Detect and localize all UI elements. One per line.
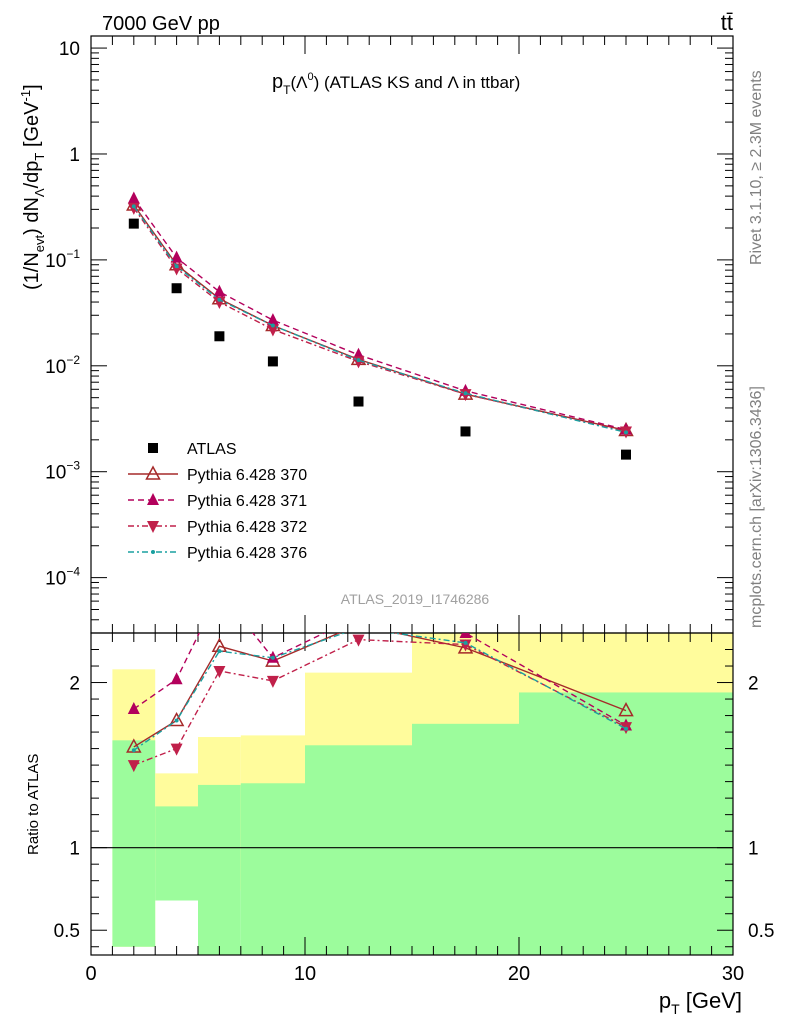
x-tick-label: 30	[722, 963, 744, 985]
ratio-bands	[112, 633, 733, 955]
ratio-point-pythia-6-428-372	[266, 675, 279, 688]
y-tick-label: 10−3	[45, 459, 80, 484]
main-frame	[90, 35, 734, 634]
legend-label-pythia-6-428-371: Pythia 6.428 371	[187, 493, 307, 510]
legend-label-pythia-6-428-372: Pythia 6.428 372	[187, 519, 307, 536]
data-point-atlas	[214, 331, 225, 342]
data-point-pythia-6-428-376	[270, 323, 275, 328]
band-inner	[112, 740, 156, 947]
data-point-pythia-6-428-371	[170, 250, 183, 263]
data-point-pythia-6-428-376	[174, 264, 179, 269]
data-point-atlas	[353, 396, 364, 407]
data-point-atlas	[128, 218, 139, 229]
ratio-point-pythia-6-428-371	[170, 672, 183, 685]
ratio-point-pythia-6-428-371	[353, 609, 365, 621]
y-tick-label: 10	[59, 39, 80, 60]
header-left: 7000 GeV pp	[102, 13, 220, 35]
ratio-point-pythia-6-428-370	[618, 702, 634, 717]
x-tick-label: 10	[294, 963, 316, 985]
series-layer	[126, 191, 634, 773]
data-point-pythia-6-428-376	[356, 358, 361, 363]
band-inner	[155, 806, 198, 901]
ratio-point-pythia-6-428-376	[463, 640, 468, 645]
data-point-pythia-6-428-376	[217, 297, 222, 302]
data-point-pythia-6-428-372	[170, 263, 183, 276]
band-inner	[198, 784, 241, 955]
x-tick-label: 20	[508, 963, 530, 985]
main-series	[126, 191, 634, 460]
data-point-pythia-6-428-372	[213, 297, 226, 310]
y-tick-label: 1	[69, 145, 80, 166]
series-line-pythia-6-428-372	[133, 207, 627, 433]
analysis-watermark: ATLAS_2019_I1746286	[341, 591, 490, 607]
legend-marker-pythia-6-428-376	[151, 550, 155, 554]
series-line-pythia-6-428-371	[133, 198, 627, 431]
ratio-point-pythia-6-428-376	[131, 748, 136, 753]
ratio-point-pythia-6-428-371	[459, 633, 472, 638]
header-right: tt̄	[721, 10, 733, 35]
legend-marker-pythia-6-428-370	[145, 465, 161, 480]
main-title: pT(Λ0) (ATLAS KS and Λ in ttbar)	[272, 71, 520, 97]
legend-marker-pythia-6-428-372	[147, 521, 159, 533]
legend: ATLAS Pythia 6.428 370 Pythia 6.428 371 Pyt…	[128, 441, 307, 562]
ratio-point-pythia-6-428-370	[168, 711, 185, 727]
data-point-pythia-6-428-371	[266, 313, 279, 326]
rivet-label: Rivet 3.1.10, ≥ 2.3M events	[748, 70, 765, 265]
ratio-tick-label: 2	[69, 674, 80, 695]
ratio-point-pythia-6-428-370	[352, 618, 365, 630]
data-point-pythia-6-428-372	[127, 202, 140, 215]
ratio-tick-label: 1	[69, 839, 80, 860]
legend-label-atlas: ATLAS	[187, 441, 237, 458]
x-axis-label: pT [GeV]	[659, 988, 742, 1017]
x-tick-label: 0	[85, 963, 96, 985]
main-y-axis-label: (1/Nevt) dNΛ/dpT [GeV-1]	[18, 84, 47, 290]
band-inner	[305, 745, 412, 955]
ratio-series	[126, 585, 634, 773]
legend-label-pythia-6-428-376: Pythia 6.428 376	[187, 545, 307, 562]
data-point-pythia-6-428-371	[213, 284, 226, 297]
ratio-point-pythia-6-428-376	[270, 655, 275, 660]
ratio-point-pythia-6-428-376	[624, 726, 628, 731]
data-point-atlas	[460, 426, 471, 437]
mcplots-label: mcplots.cern.ch [arXiv:1306.3436]	[748, 386, 765, 628]
ratio-tick-label-right: 0.5	[748, 921, 774, 942]
legend-marker-pythia-6-428-371	[147, 493, 159, 505]
ratio-tick-label-right: 1	[748, 839, 759, 860]
ratio-tick-label: 0.5	[54, 921, 80, 942]
ratio-point-pythia-6-428-376	[357, 626, 361, 630]
band-inner	[519, 692, 733, 955]
ratio-point-pythia-6-428-371	[213, 585, 225, 597]
series-line-pythia-6-428-370	[133, 204, 627, 432]
band-inner	[240, 783, 305, 955]
legend-label-pythia-6-428-370: Pythia 6.428 370	[187, 467, 307, 484]
ratio-point-pythia-6-428-372	[170, 743, 183, 756]
band-inner	[412, 723, 519, 955]
ratio-point-pythia-6-428-376	[174, 718, 179, 723]
ratio-y-axis-label: Ratio to ATLAS	[25, 754, 42, 855]
data-point-atlas	[267, 356, 278, 367]
legend-marker-atlas	[148, 443, 158, 453]
data-point-pythia-6-428-376	[131, 204, 136, 209]
series-line-pythia-6-428-376	[133, 205, 627, 434]
ratio-point-pythia-6-428-371	[127, 701, 140, 714]
data-point-atlas	[171, 283, 182, 294]
y-tick-label: 10−2	[45, 353, 80, 378]
y-tick-label: 10−4	[45, 565, 80, 590]
data-point-atlas	[621, 449, 631, 460]
data-point-pythia-6-428-376	[624, 430, 628, 435]
data-point-pythia-6-428-372	[266, 324, 279, 337]
ratio-point-pythia-6-428-372	[213, 665, 226, 678]
ratio-tick-label-right: 2	[748, 674, 759, 695]
y-tick-label: 10−1	[45, 247, 80, 272]
data-point-pythia-6-428-376	[463, 391, 468, 396]
data-point-pythia-6-428-371	[127, 191, 140, 204]
ratio-point-pythia-6-428-376	[217, 649, 222, 654]
ratio-point-pythia-6-428-372	[127, 760, 140, 773]
ratio-point-pythia-6-428-372	[352, 634, 365, 647]
